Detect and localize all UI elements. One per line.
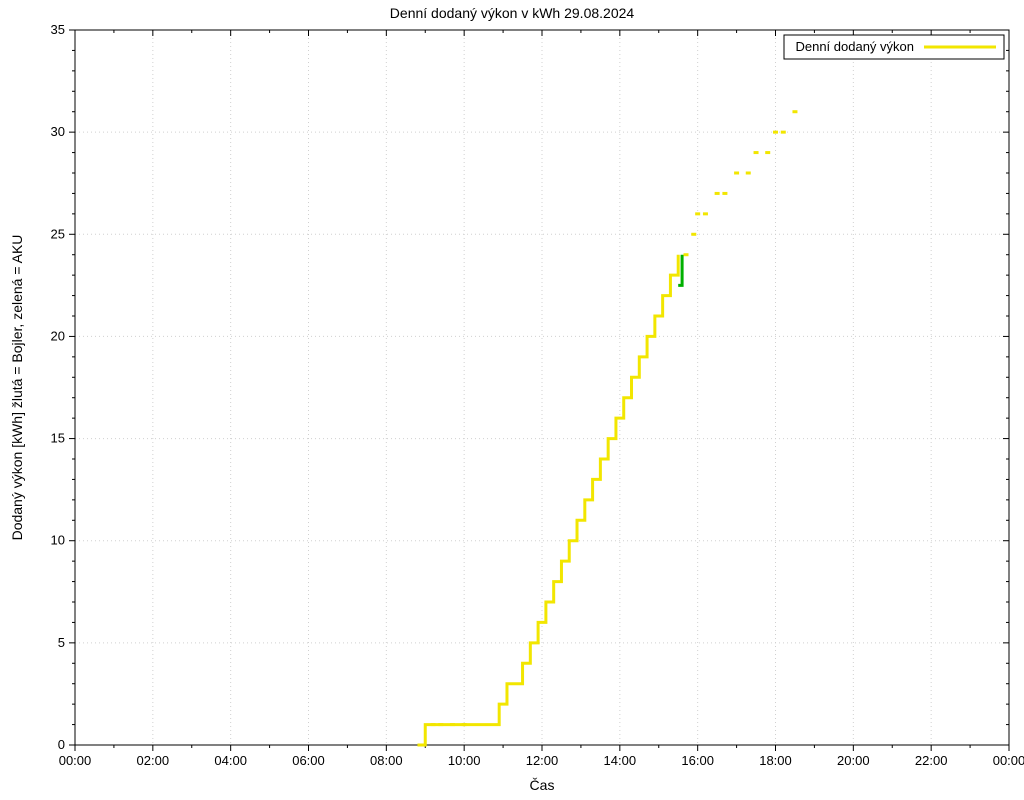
x-tick-label: 00:00 xyxy=(993,753,1024,768)
x-tick-label: 04:00 xyxy=(214,753,247,768)
x-tick-label: 02:00 xyxy=(137,753,170,768)
series-yellow-dot xyxy=(450,723,455,726)
series-yellow-dot xyxy=(462,723,467,726)
series-yellow-dot xyxy=(746,172,751,175)
chart-container: 00:00 02:00 04:00 06:00 08:00 10:00 12:00 14:00… xyxy=(0,0,1024,800)
series-yellow-dot xyxy=(695,212,700,215)
x-tick-label: 12:00 xyxy=(526,753,559,768)
series-yellow-dot xyxy=(691,233,696,236)
series-yellow-dot xyxy=(781,131,786,134)
chart-title: Denní dodaný výkon v kWh 29.08.2024 xyxy=(390,5,635,21)
series-yellow-dot xyxy=(438,723,443,726)
series-yellow-dot xyxy=(431,723,436,726)
x-axis-label: Čas xyxy=(530,777,555,793)
series-yellow-dot xyxy=(703,212,708,215)
x-tick-label: 00:00 xyxy=(59,753,92,768)
legend-item-label: Denní dodaný výkon xyxy=(795,39,914,54)
series-yellow-dot xyxy=(734,172,739,175)
series-yellow-dot xyxy=(765,151,770,154)
y-tick-label: 35 xyxy=(51,22,65,37)
x-tick-label: 08:00 xyxy=(370,753,403,768)
x-tick-label: 22:00 xyxy=(915,753,948,768)
chart-svg: 00:00 02:00 04:00 06:00 08:00 10:00 12:00 14:00… xyxy=(0,0,1024,800)
y-tick-label: 10 xyxy=(51,533,65,548)
series-yellow-dot xyxy=(683,253,688,256)
y-tick-label: 5 xyxy=(58,635,65,650)
series-yellow-dot xyxy=(722,192,727,195)
y-tick-label: 20 xyxy=(51,328,65,343)
series-yellow-dot xyxy=(754,151,759,154)
x-tick-label: 06:00 xyxy=(292,753,325,768)
x-tick-label: 14:00 xyxy=(604,753,637,768)
x-tick-label: 16:00 xyxy=(681,753,714,768)
series-yellow-dot xyxy=(773,131,778,134)
y-tick-label: 0 xyxy=(58,737,65,752)
y-tick-label: 25 xyxy=(51,226,65,241)
x-tick-label: 20:00 xyxy=(837,753,870,768)
y-tick-label: 30 xyxy=(51,124,65,139)
series-yellow-dot xyxy=(715,192,720,195)
x-tick-label: 18:00 xyxy=(759,753,792,768)
y-axis-label: Dodaný výkon [kWh] žlutá = Bojler, zelen… xyxy=(9,235,25,541)
x-tick-label: 10:00 xyxy=(448,753,481,768)
series-yellow-dot xyxy=(792,110,797,113)
y-tick-label: 15 xyxy=(51,431,65,446)
